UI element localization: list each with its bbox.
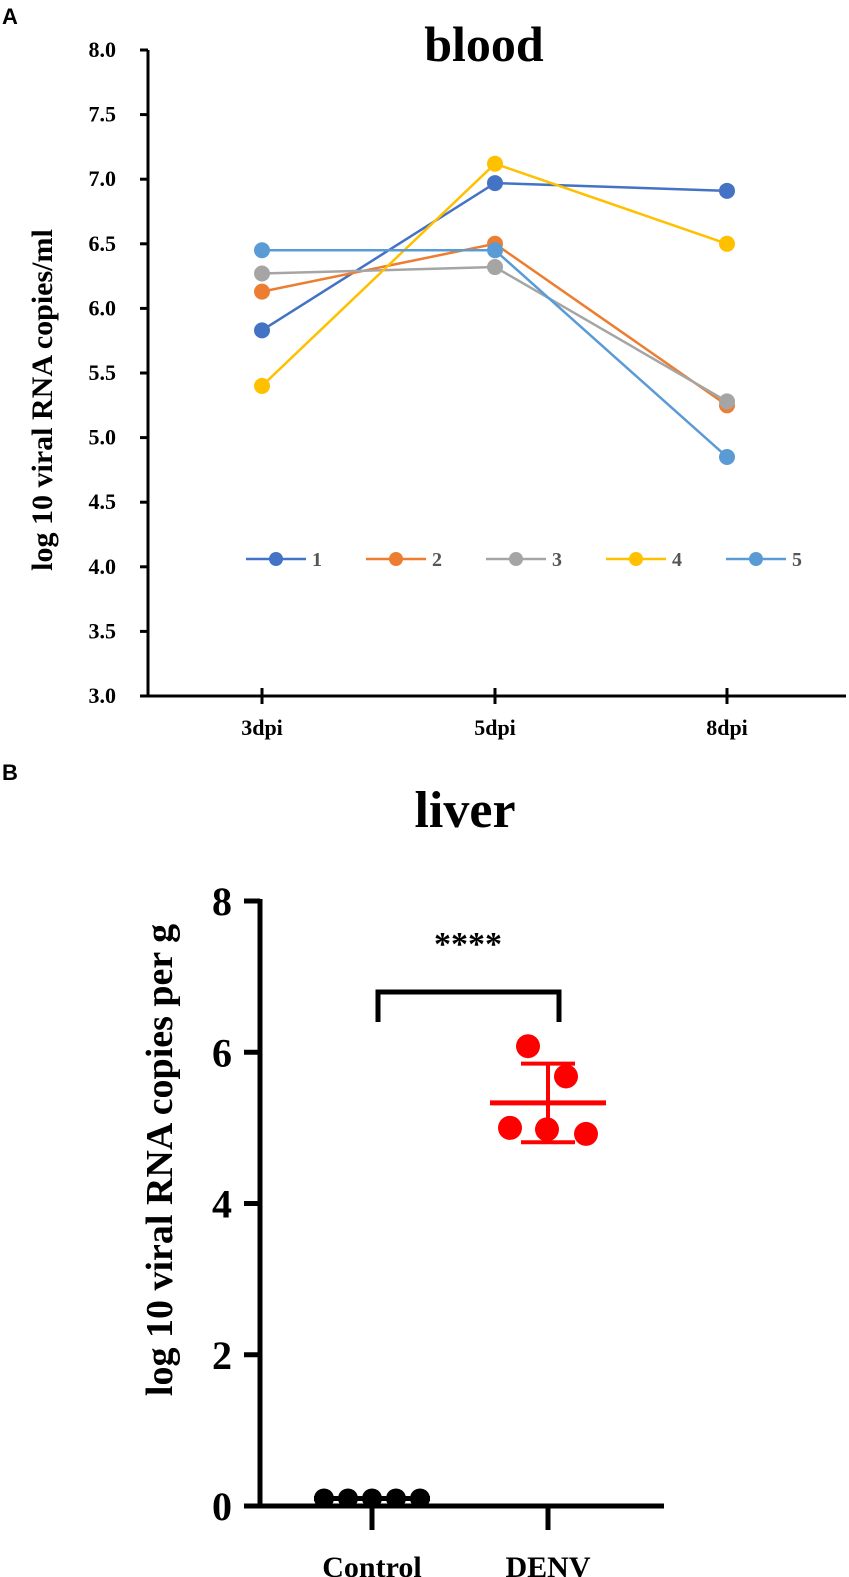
liver-chart: liver log 10 viral RNA copies per g 0 2 4 6…	[139, 782, 664, 1577]
legend-marker-2	[389, 552, 403, 566]
blood-y-tick-label: 6.0	[89, 295, 117, 320]
blood-series-3-point	[487, 259, 503, 276]
blood-series-3-point	[254, 265, 270, 282]
liver-y-tick-label: 4	[212, 1182, 232, 1227]
liver-y-tick-label: 2	[212, 1333, 232, 1378]
blood-y-tick-label: 7.5	[89, 102, 117, 127]
blood-y-tick-label: 6.5	[89, 231, 117, 256]
control-point	[314, 1488, 334, 1509]
blood-series-4-point	[719, 235, 735, 252]
legend-marker-1	[269, 552, 283, 566]
denv-point	[554, 1064, 578, 1089]
blood-chart-title: blood	[424, 16, 544, 72]
liver-chart-title: liver	[414, 782, 515, 839]
blood-series-2-point	[254, 283, 270, 300]
liver-x-tick-label: Control	[322, 1551, 421, 1577]
blood-y-tick-label: 3.5	[89, 618, 117, 643]
liver-y-tick-label: 0	[212, 1484, 232, 1529]
blood-y-tick-label: 4.0	[89, 554, 117, 579]
blood-series-3-point	[719, 393, 735, 410]
liver-y-axis-label: log 10 viral RNA copies per g	[139, 924, 181, 1396]
liver-y-tick-label: 8	[212, 879, 232, 924]
legend-label-1: 1	[312, 549, 322, 571]
control-point	[386, 1488, 406, 1509]
legend-marker-3	[509, 552, 523, 566]
liver-y-tick-label: 6	[212, 1030, 232, 1075]
liver-x-tick-label: DENV	[505, 1551, 590, 1577]
blood-x-tick-label: 5dpi	[474, 715, 516, 740]
blood-series-1-point	[487, 175, 503, 192]
blood-y-tick-label: 4.5	[89, 489, 117, 514]
significance-label: ****	[434, 926, 502, 963]
blood-y-axis-label: log 10 viral RNA copies/ml	[26, 229, 59, 571]
legend-label-5: 5	[792, 549, 802, 571]
denv-point	[498, 1115, 522, 1140]
blood-series-4-point	[487, 155, 503, 172]
significance-bracket	[375, 989, 562, 1022]
panel-a-letter: A	[2, 4, 18, 29]
blood-series-5-line	[262, 249, 728, 458]
blood-chart: blood log 10 viral RNA copies/ml 3.0 3.5 4…	[26, 16, 846, 740]
denv-point	[516, 1034, 540, 1059]
control-point	[362, 1488, 382, 1509]
legend-marker-4	[629, 552, 643, 566]
control-point	[338, 1488, 358, 1509]
legend-marker-5	[749, 552, 763, 566]
blood-x-tick-label: 8dpi	[706, 715, 748, 740]
blood-y-tick-label: 3.0	[89, 683, 117, 708]
legend-label-4: 4	[672, 549, 682, 571]
control-point	[410, 1488, 430, 1509]
blood-series-1-point	[719, 182, 735, 199]
panel-b-letter: B	[2, 760, 18, 785]
blood-series-5-point	[487, 242, 503, 259]
legend-label-2: 2	[432, 549, 442, 571]
blood-series-4-point	[254, 377, 270, 394]
blood-series-1-point	[254, 322, 270, 339]
blood-y-tick-label: 5.5	[89, 360, 117, 385]
blood-series-5-point	[254, 242, 270, 259]
blood-y-tick-label: 8.0	[89, 37, 117, 62]
blood-x-tick-label: 3dpi	[241, 715, 283, 740]
denv-point	[574, 1121, 598, 1146]
denv-point	[535, 1117, 559, 1142]
blood-y-tick-label: 7.0	[89, 166, 117, 191]
blood-y-tick-label: 5.0	[89, 425, 117, 450]
blood-series-5-point	[719, 448, 735, 465]
legend-label-3: 3	[552, 549, 562, 571]
